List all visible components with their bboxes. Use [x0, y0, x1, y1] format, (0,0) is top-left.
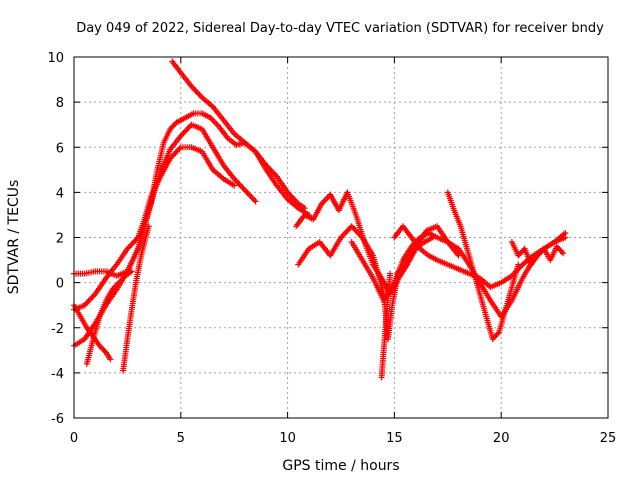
data-point [145, 223, 152, 230]
y-tick-label: 2 [56, 232, 64, 247]
series-arc-10 [378, 270, 394, 381]
y-tick-label: 10 [47, 51, 64, 66]
series-arc-15 [508, 239, 567, 268]
y-tick-label: 0 [56, 277, 64, 292]
series-arc-2 [169, 58, 308, 212]
series-arc-13 [444, 189, 522, 343]
y-tick-label: -4 [51, 367, 64, 382]
data-point [128, 268, 135, 275]
x-tick-label: 0 [70, 431, 78, 446]
data-point [558, 248, 565, 255]
series-arc-4 [71, 144, 238, 313]
data-point [107, 356, 114, 363]
x-tick-label: 5 [177, 431, 185, 446]
data-point [515, 261, 522, 268]
x-tick-label: 20 [493, 431, 510, 446]
y-tick-label: 4 [56, 186, 64, 201]
data-point [231, 182, 238, 189]
y-axis-label: SDTVAR / TECUs [6, 180, 22, 295]
data-point [562, 229, 569, 236]
y-tick-label: 6 [56, 141, 64, 156]
data-point [301, 205, 308, 212]
data-point [252, 198, 259, 205]
plot-frame [73, 56, 609, 419]
data-point [101, 348, 108, 355]
data-point [560, 250, 567, 257]
y-tick-label: -6 [51, 412, 64, 427]
series-arc-7 [120, 223, 152, 374]
data-point [387, 270, 394, 277]
y-tick-label: -2 [51, 322, 64, 337]
x-tick-label: 15 [386, 431, 403, 446]
series-arc-1 [71, 110, 312, 279]
data-point [494, 330, 501, 337]
x-tick-label: 25 [600, 431, 617, 446]
data-marks [71, 58, 569, 381]
y-tick-label: 8 [56, 96, 64, 111]
x-tick-label: 10 [279, 431, 296, 446]
series-arc-6 [83, 268, 135, 367]
x-axis-label: GPS time / hours [282, 458, 399, 474]
chart-title: Day 049 of 2022, Sidereal Day-to-day VTE… [76, 21, 604, 36]
